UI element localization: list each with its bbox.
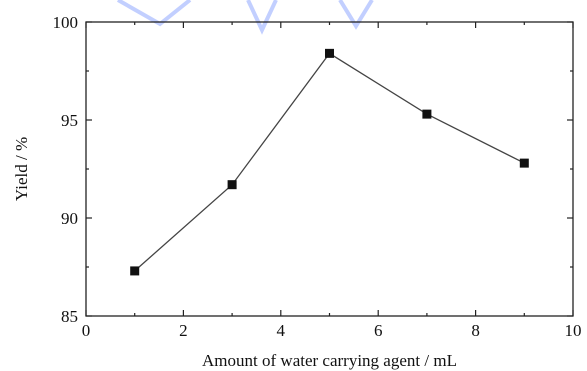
data-point <box>519 158 529 168</box>
data-point <box>130 266 140 276</box>
x-tick-label: 10 <box>565 321 582 340</box>
y-tick-label: 90 <box>61 209 78 228</box>
x-tick-label: 4 <box>277 321 286 340</box>
plot-frame <box>85 21 574 317</box>
axis-ticks <box>85 21 574 317</box>
y-tick-label: 100 <box>53 13 79 32</box>
x-tick-label: 8 <box>471 321 480 340</box>
x-tick-label: 0 <box>82 321 91 340</box>
watermark-decoration <box>117 0 374 35</box>
y-axis-label: Yield / % <box>12 137 31 201</box>
data-point <box>325 48 334 58</box>
axis-tick-labels: 0 2 4 6 8 10 85 90 95 100 <box>53 13 582 340</box>
x-axis-label: Amount of water carrying agent / mL <box>202 351 457 370</box>
x-tick-label: 6 <box>374 321 383 340</box>
data-point <box>227 180 237 190</box>
y-tick-label: 85 <box>61 307 78 326</box>
x-tick-label: 2 <box>179 321 188 340</box>
data-point <box>422 109 432 119</box>
series-line <box>134 52 525 272</box>
data-markers <box>130 48 529 276</box>
y-tick-label: 95 <box>61 111 78 130</box>
